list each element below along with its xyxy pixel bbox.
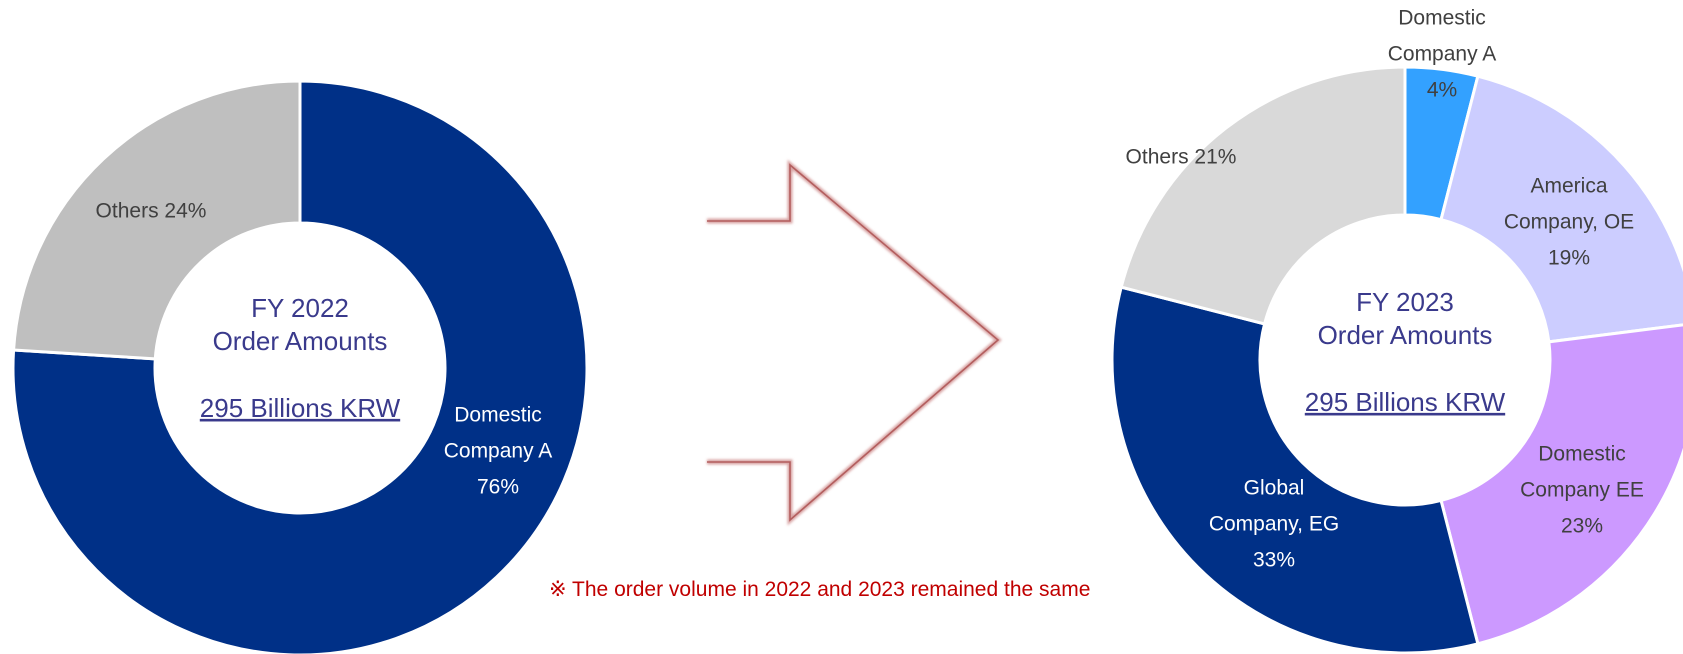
center-title: FY 2023 [1356, 287, 1454, 317]
transition-arrow [707, 159, 1002, 526]
slice-label-domestic-company-a: 4% [1427, 79, 1457, 102]
slice-others [11, 79, 302, 361]
slice-label-others: Others 21% [1126, 146, 1237, 169]
center-title: FY 2022 [251, 293, 349, 323]
slice-label-global-company-eg: 33% [1253, 549, 1295, 572]
slice-label-domestic-company-a: Company A [1388, 43, 1497, 66]
center-total: 295 Billions KRW [1305, 387, 1506, 417]
slice-label-america-company-oe: Company, OE [1504, 211, 1634, 234]
slice-label-others: Others 24% [96, 200, 207, 223]
slice-others [1119, 65, 1407, 326]
donut-chart-fy2022: Domestic Company A 76% Others 24% FY 2022Ord… [11, 79, 589, 654]
center-total: 295 Billions KRW [200, 393, 401, 423]
slice-label-global-company-eg: Global [1244, 477, 1305, 500]
slice-label-global-company-eg: Company, EG [1209, 513, 1339, 536]
slice-label-america-company-oe: America [1530, 175, 1607, 198]
slice-label-america-company-oe: 19% [1548, 247, 1590, 270]
slice-label-domestic-company-a: Domestic [454, 404, 542, 427]
slice-global-company-eg [1110, 285, 1480, 654]
donut-chart-fy2023: Domestic Company A 4% America Company, OE 19%… [1110, 7, 1683, 654]
slice-label-domestic-company-a: Company A [444, 440, 553, 463]
slice-domestic-company-ee [1439, 323, 1683, 646]
center-subtitle: Order Amounts [213, 326, 388, 356]
slice-label-domestic-company-ee: Domestic [1538, 443, 1626, 466]
slice-domestic-company-a [11, 79, 589, 654]
slice-label-domestic-company-a: 76% [477, 476, 519, 499]
footnote: ※ The order volume in 2022 and 2023 rema… [549, 578, 1091, 601]
slice-label-domestic-company-ee: 23% [1561, 515, 1603, 538]
slice-america-company-oe [1439, 74, 1683, 344]
center-subtitle: Order Amounts [1318, 320, 1493, 350]
slice-label-domestic-company-ee: Company EE [1520, 479, 1644, 502]
slice-label-domestic-company-a: Domestic [1398, 7, 1486, 30]
